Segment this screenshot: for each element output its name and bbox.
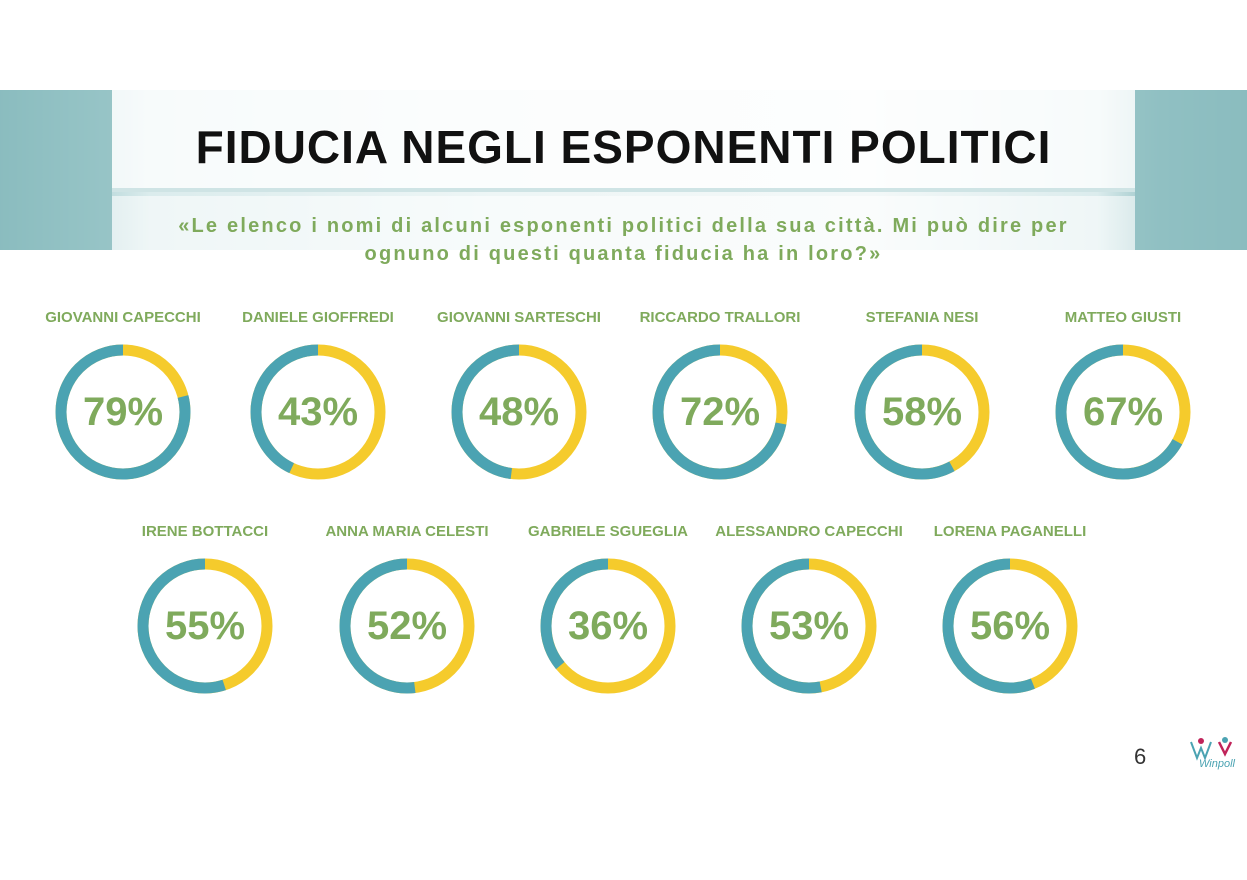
subtitle-plate — [112, 196, 1135, 252]
donut-percent-label: 55% — [164, 604, 246, 648]
donut-item: RICCARDO TRALLORI 72% — [620, 308, 820, 482]
donut-percent-label: 43% — [277, 390, 359, 434]
donut-percent-label: 58% — [881, 390, 963, 434]
donut-percent-label: 36% — [567, 604, 649, 648]
donut-percent-label: 52% — [366, 604, 448, 648]
winpoll-logo: Winpoll — [1187, 736, 1247, 772]
donut-percent-label: 67% — [1082, 390, 1164, 434]
donut-percent-label: 72% — [679, 390, 761, 434]
politician-name: MATTEO GIUSTI — [1064, 309, 1182, 326]
politician-name: LORENA PAGANELLI — [933, 523, 1087, 540]
donut-item: ANNA MARIA CELESTI 52% — [307, 522, 507, 696]
donut-ring: 72% — [650, 342, 790, 482]
donut-svg — [540, 558, 676, 694]
politician-name: GABRIELE SGUEGLIA — [527, 523, 688, 540]
donut-ring: 48% — [449, 342, 589, 482]
donut-svg — [55, 344, 191, 480]
title-divider — [112, 188, 1135, 192]
page-title: FIDUCIA NEGLI ESPONENTI POLITICI — [195, 121, 1052, 173]
politician-name: RICCARDO TRALLORI — [639, 309, 801, 326]
donut-svg — [339, 558, 475, 694]
donut-item: DANIELE GIOFFREDI 43% — [218, 308, 418, 482]
donut-item: LORENA PAGANELLI 56% — [910, 522, 1110, 696]
donut-percent-label: 48% — [478, 390, 560, 434]
question-subtitle: «Le elenco i nomi di alcuni esponenti po… — [178, 215, 1069, 265]
donut-value-arc — [741, 558, 877, 694]
donut-percent-label: 79% — [82, 390, 164, 434]
svg-text:Winpoll: Winpoll — [1199, 758, 1236, 770]
donut-ring: 55% — [135, 556, 275, 696]
donut-svg — [854, 344, 990, 480]
donut-svg — [250, 344, 386, 480]
banner-left-accent — [0, 90, 112, 250]
donut-value-arc — [652, 344, 788, 480]
politician-name: IRENE BOTTACCI — [141, 523, 269, 540]
donut-value-arc — [137, 558, 273, 694]
donut-ring: 53% — [739, 556, 879, 696]
donut-item: STEFANIA NESI 58% — [822, 308, 1022, 482]
donut-ring: 43% — [248, 342, 388, 482]
donut-svg — [451, 344, 587, 480]
donut-value-arc — [250, 344, 386, 480]
donut-value-arc — [942, 558, 1078, 694]
donut-item: MATTEO GIUSTI 67% — [1023, 308, 1223, 482]
donut-value-arc — [854, 344, 990, 480]
donut-item: IRENE BOTTACCI 55% — [105, 522, 305, 696]
politician-name: ANNA MARIA CELESTI — [325, 523, 489, 540]
donut-ring: 56% — [940, 556, 1080, 696]
donut-svg — [1055, 344, 1191, 480]
donut-value-arc — [540, 558, 676, 694]
donut-ring: 36% — [538, 556, 678, 696]
donut-percent-label: 53% — [768, 604, 850, 648]
donut-value-arc — [451, 344, 587, 480]
donut-value-arc — [339, 558, 475, 694]
donut-value-arc — [55, 344, 191, 480]
politician-name: STEFANIA NESI — [865, 309, 979, 326]
page-number: 6 — [1134, 744, 1147, 769]
title-plate — [112, 90, 1135, 190]
donut-percent-label: 56% — [969, 604, 1051, 648]
donut-ring: 67% — [1053, 342, 1193, 482]
donut-value-arc — [1055, 344, 1191, 480]
donut-svg — [741, 558, 877, 694]
politician-name: GIOVANNI CAPECCHI — [45, 309, 201, 326]
donut-ring: 79% — [53, 342, 193, 482]
politician-name: ALESSANDRO CAPECCHI — [715, 523, 903, 540]
donut-item: GABRIELE SGUEGLIA 36% — [508, 522, 708, 696]
donut-svg — [137, 558, 273, 694]
donut-svg — [652, 344, 788, 480]
donut-item: GIOVANNI CAPECCHI 79% — [23, 308, 223, 482]
donut-svg — [942, 558, 1078, 694]
donut-ring: 58% — [852, 342, 992, 482]
donut-ring: 52% — [337, 556, 477, 696]
banner-right-accent — [1135, 90, 1247, 250]
politician-name: GIOVANNI SARTESCHI — [437, 309, 601, 326]
donut-item: GIOVANNI SARTESCHI 48% — [419, 308, 619, 482]
donut-item: ALESSANDRO CAPECCHI 53% — [709, 522, 909, 696]
politician-name: DANIELE GIOFFREDI — [242, 309, 394, 326]
